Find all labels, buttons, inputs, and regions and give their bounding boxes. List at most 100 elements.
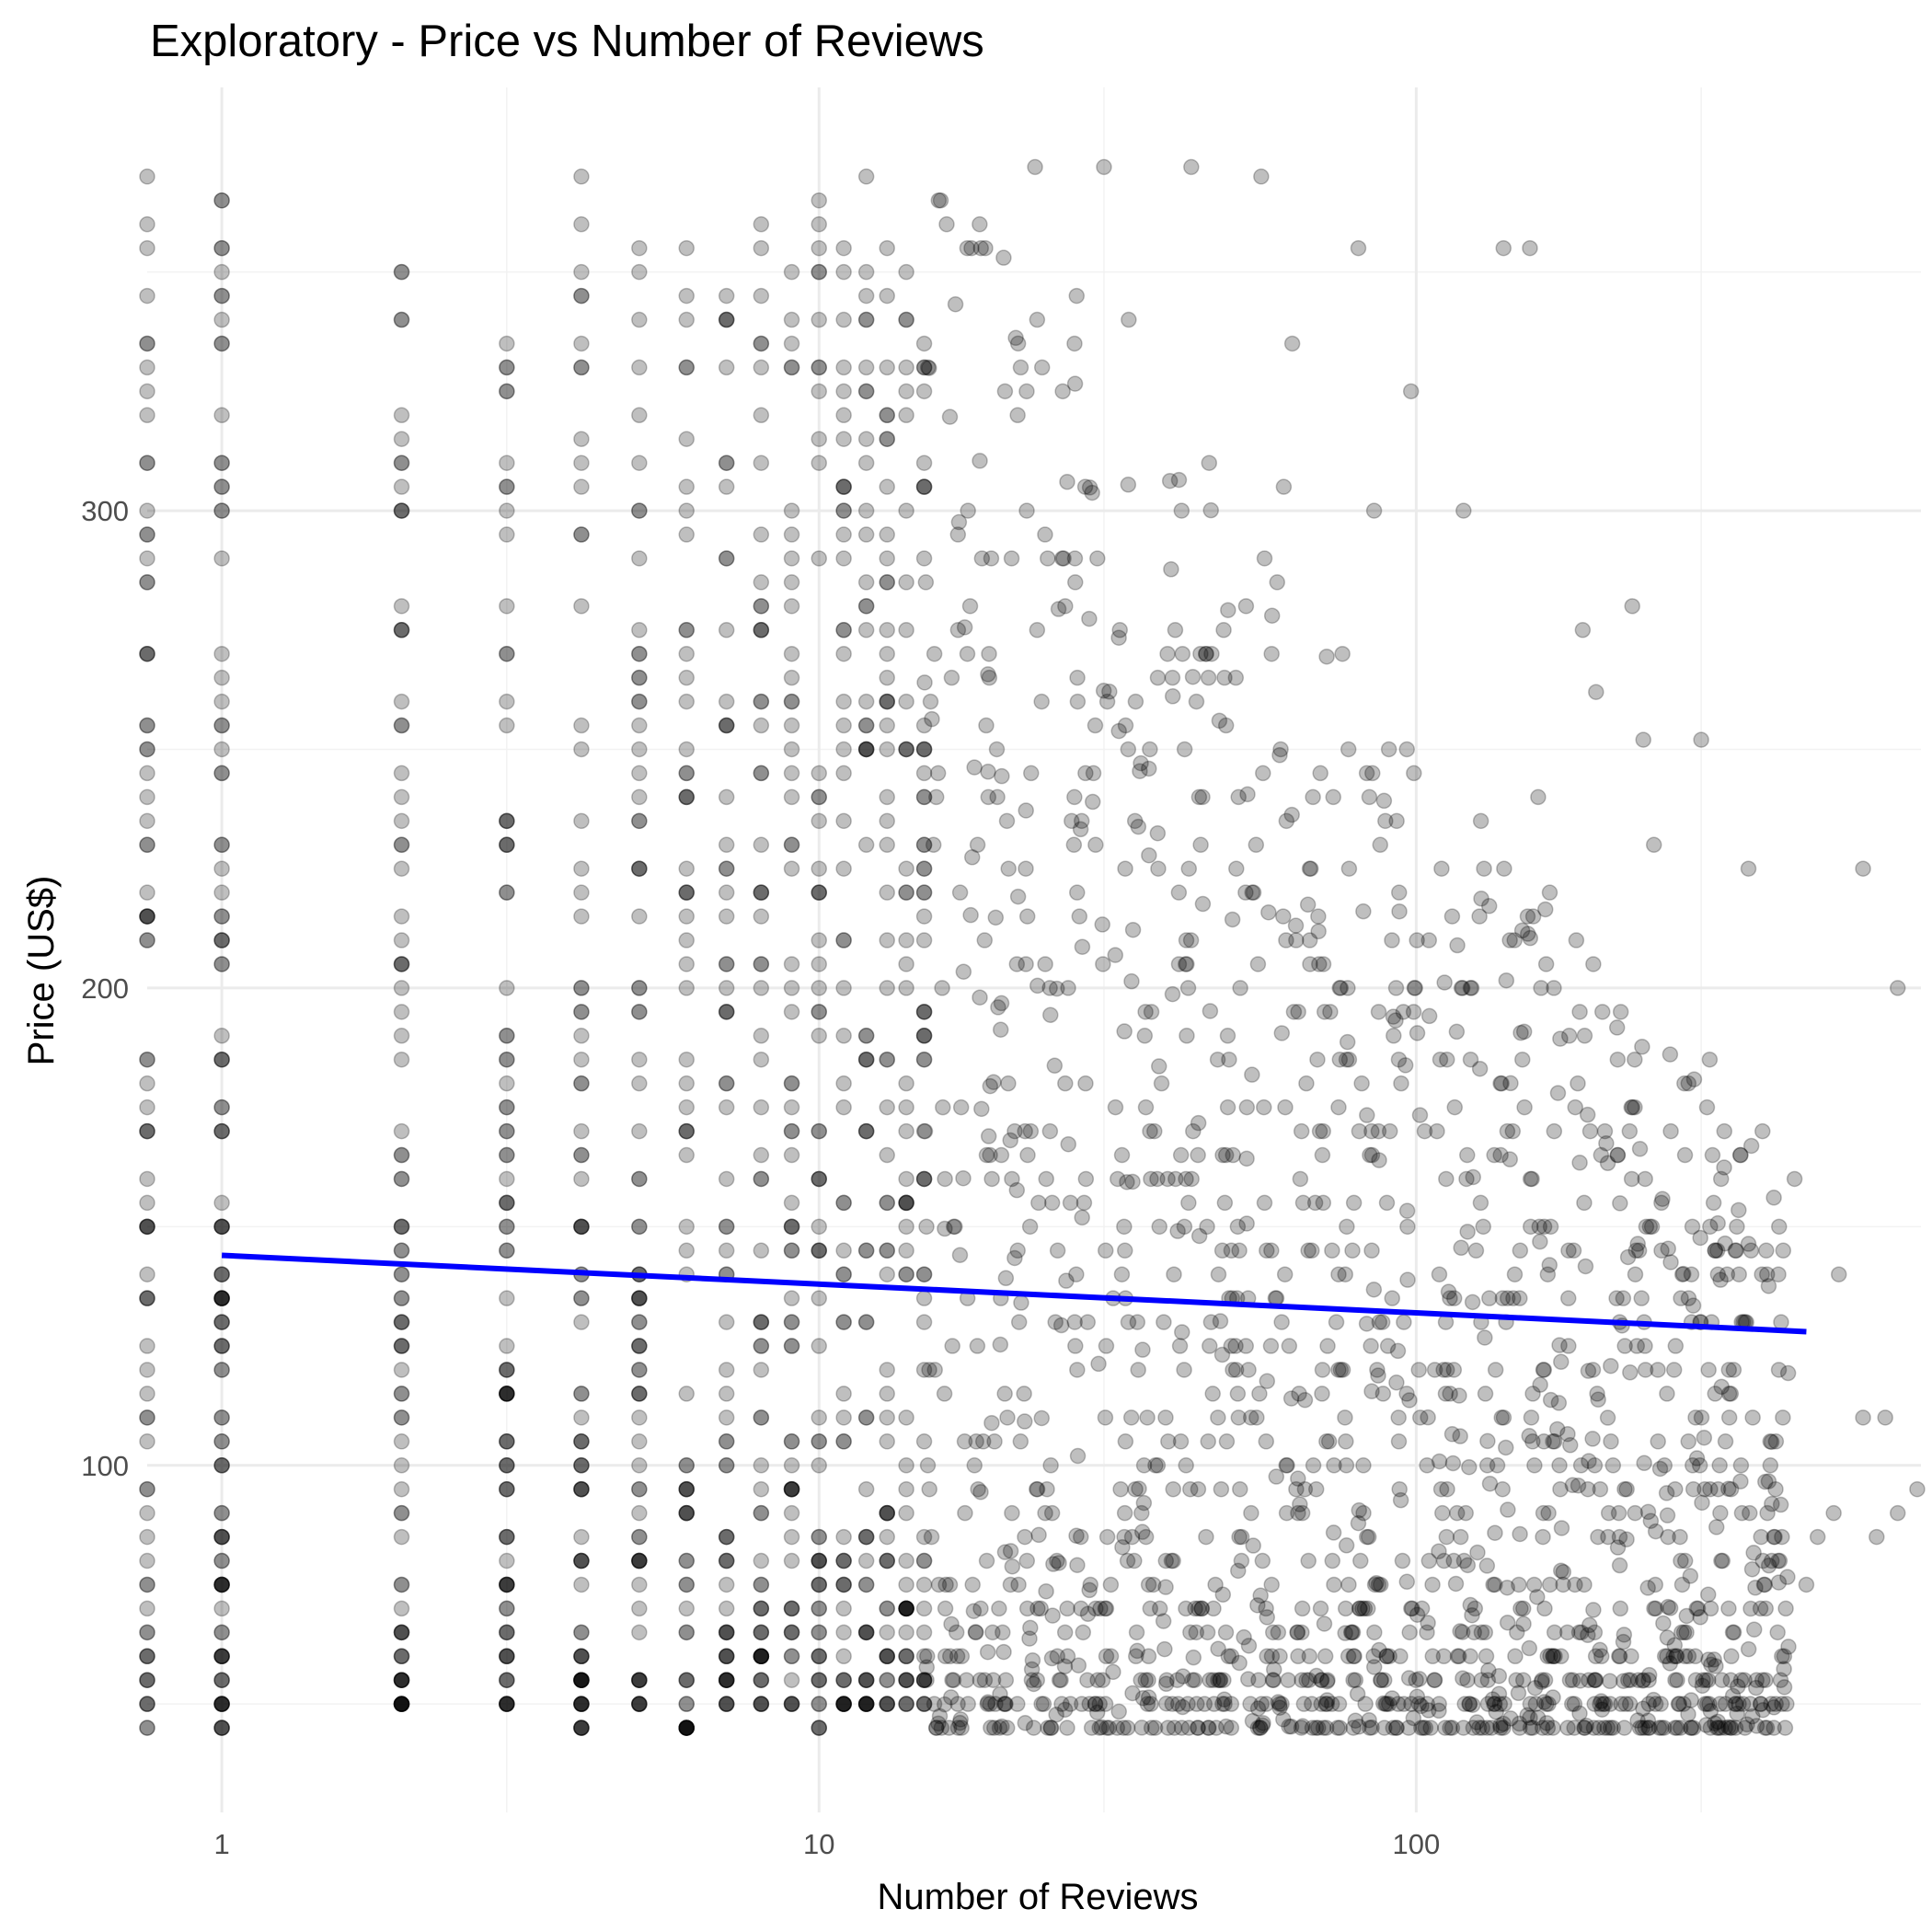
scatter-point xyxy=(857,1122,875,1140)
scatter-point xyxy=(499,502,515,519)
scatter-point xyxy=(753,1480,770,1498)
scatter-point xyxy=(1770,1362,1788,1378)
scatter-point xyxy=(1526,1679,1544,1696)
scatter-point xyxy=(573,1170,590,1188)
scatter-point xyxy=(393,765,410,782)
scatter-point xyxy=(1038,1170,1054,1188)
scatter-point xyxy=(1752,1696,1769,1712)
scatter-point xyxy=(1596,1696,1614,1712)
scatter-point xyxy=(393,956,410,972)
scatter-point xyxy=(1242,1696,1259,1712)
scatter-point xyxy=(1712,1719,1730,1736)
scatter-point xyxy=(1018,383,1035,400)
scatter-point xyxy=(753,980,770,996)
scatter-point xyxy=(1392,1491,1409,1509)
scatter-point xyxy=(857,311,875,328)
scatter-point xyxy=(1519,908,1536,925)
scatter-point xyxy=(573,1480,590,1498)
scatter-point xyxy=(1729,1705,1745,1722)
scatter-point xyxy=(1453,1239,1469,1257)
scatter-point xyxy=(857,1576,875,1593)
scatter-point xyxy=(678,932,695,949)
scatter-point xyxy=(139,1290,155,1306)
scatter-point xyxy=(1647,1696,1664,1712)
scatter-point xyxy=(1289,1624,1305,1641)
scatter-point xyxy=(915,1648,933,1665)
scatter-point xyxy=(718,1409,735,1426)
scatter-point xyxy=(678,622,695,638)
scatter-point xyxy=(1535,1218,1553,1236)
scatter-point xyxy=(1456,1696,1473,1712)
scatter-point xyxy=(1330,1266,1347,1282)
scatter-point xyxy=(1687,1409,1704,1426)
scatter-point xyxy=(898,884,914,901)
scatter-point xyxy=(1293,1122,1310,1140)
scatter-point xyxy=(1716,1159,1732,1176)
scatter-point xyxy=(1742,1242,1760,1259)
scatter-point xyxy=(1198,1528,1214,1546)
scatter-point xyxy=(1110,1170,1126,1188)
scatter-point xyxy=(960,502,976,519)
scatter-point xyxy=(1305,788,1321,806)
scatter-point xyxy=(1029,622,1046,638)
scatter-point xyxy=(1376,1719,1393,1736)
scatter-point xyxy=(1508,1672,1524,1688)
scatter-point xyxy=(1449,1648,1466,1665)
scatter-point xyxy=(718,1696,735,1712)
scatter-point xyxy=(1299,896,1317,914)
scatter-point xyxy=(1054,383,1071,400)
scatter-point xyxy=(1360,1600,1376,1617)
scatter-point xyxy=(393,1338,410,1354)
scatter-point xyxy=(1180,1719,1198,1736)
scatter-point xyxy=(783,502,800,519)
scatter-point xyxy=(1754,1122,1771,1140)
scatter-point xyxy=(1294,1194,1312,1212)
scatter-point xyxy=(213,1624,230,1641)
scatter-point xyxy=(1662,1600,1679,1616)
scatter-point xyxy=(1290,1504,1306,1522)
scatter-point xyxy=(1124,921,1142,938)
scatter-point xyxy=(1603,1357,1619,1374)
scatter-point xyxy=(1745,1621,1763,1638)
scatter-point xyxy=(783,1242,800,1259)
scatter-point xyxy=(1654,1190,1671,1207)
scatter-point xyxy=(915,550,933,567)
scatter-point xyxy=(1559,1425,1576,1443)
scatter-point xyxy=(1748,1672,1765,1688)
scatter-point xyxy=(835,1194,852,1212)
scatter-point xyxy=(1667,1719,1684,1736)
scatter-point xyxy=(960,1696,976,1712)
scatter-point xyxy=(1210,1409,1226,1426)
scatter-point xyxy=(631,1552,648,1570)
scatter-point xyxy=(1462,1596,1479,1614)
scatter-point xyxy=(718,1170,735,1188)
scatter-point xyxy=(1641,1218,1659,1236)
scatter-point xyxy=(1362,1719,1378,1736)
scatter-point xyxy=(631,1672,648,1688)
scatter-point xyxy=(393,1672,410,1688)
scatter-point xyxy=(393,1576,410,1593)
scatter-point xyxy=(1753,1528,1769,1546)
scatter-point xyxy=(1744,1409,1761,1426)
scatter-point xyxy=(978,1146,995,1164)
scatter-point xyxy=(393,836,410,854)
scatter-point xyxy=(678,1719,695,1736)
scatter-point xyxy=(678,1672,695,1688)
scatter-point xyxy=(1265,1661,1282,1678)
scatter-point xyxy=(1540,1504,1557,1522)
scatter-point xyxy=(1480,898,1498,914)
scatter-point xyxy=(1433,860,1450,877)
scatter-point xyxy=(919,359,937,376)
scatter-point xyxy=(915,1528,933,1546)
scatter-point xyxy=(1074,1209,1090,1226)
scatter-point xyxy=(393,1242,410,1259)
scatter-point xyxy=(213,263,230,281)
scatter-point xyxy=(879,1552,895,1570)
scatter-point xyxy=(1116,1528,1133,1546)
scatter-point xyxy=(1759,1504,1776,1522)
scatter-point xyxy=(213,1672,230,1688)
scatter-point xyxy=(499,383,515,400)
scatter-point xyxy=(1171,1338,1189,1354)
scatter-point xyxy=(783,1696,800,1712)
